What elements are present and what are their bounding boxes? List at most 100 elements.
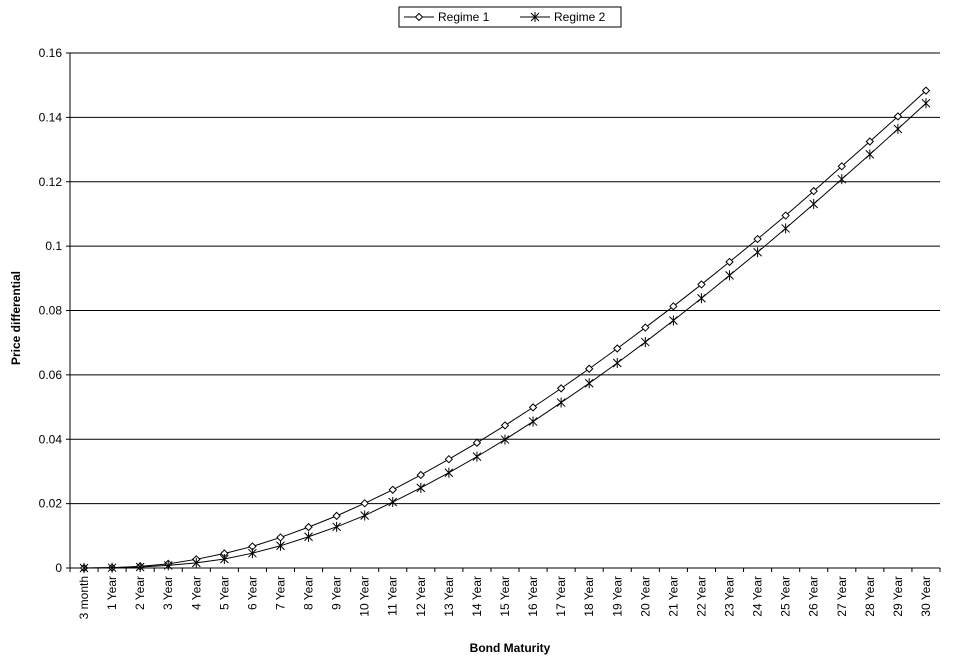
y-axis-title: Price differential: [9, 271, 23, 365]
x-tick-label: 11 Year: [386, 576, 400, 616]
y-tick-label: 0.04: [39, 432, 63, 446]
data-point-diamond: [809, 186, 818, 196]
data-point-asterisk: [865, 149, 875, 160]
data-point-asterisk: [220, 553, 229, 564]
x-tick-label: 16 Year: [526, 576, 540, 617]
x-axis-ticks: 3 month 1 Year 2 Year 3 Year 4 Year 5 Year 6 Y…: [69, 568, 941, 619]
y-tick-label: 0.14: [39, 110, 63, 124]
x-tick-label: 20 Year: [638, 576, 652, 617]
data-point-asterisk: [781, 223, 790, 234]
data-point-diamond: [613, 344, 622, 353]
x-tick-label: 26 Year: [807, 576, 821, 617]
y-tick-label: 0.06: [39, 368, 63, 382]
x-tick-label: 3 Year: [161, 576, 175, 610]
data-point-diamond: [444, 454, 454, 464]
data-point-asterisk: [163, 560, 173, 571]
data-point-asterisk: [304, 531, 313, 542]
data-point-asterisk: [837, 174, 847, 185]
x-tick-label: 8 Year: [302, 576, 316, 610]
data-point-diamond: [360, 499, 369, 508]
data-point-asterisk: [135, 562, 145, 573]
data-point-asterisk: [612, 357, 622, 368]
data-point-diamond: [697, 280, 706, 289]
x-tick-label: 29 Year: [891, 576, 905, 617]
x-tick-label: 4 Year: [189, 576, 203, 610]
data-point-diamond: [725, 257, 734, 267]
data-point-diamond: [472, 438, 482, 447]
legend: Regime 1 Regime 2: [398, 6, 622, 28]
data-point-asterisk: [388, 497, 398, 508]
data-point-asterisk: [107, 562, 117, 573]
data-point-diamond: [304, 522, 313, 532]
data-point-asterisk: [528, 416, 538, 427]
x-tick-label: 19 Year: [610, 576, 624, 617]
y-tick-label: 0.08: [39, 304, 63, 318]
data-point-asterisk: [332, 521, 341, 532]
series-group: [79, 86, 931, 573]
series-regime-2: [79, 98, 931, 573]
data-point-asterisk: [697, 293, 706, 304]
gridlines: [70, 52, 940, 569]
axes: [69, 53, 940, 569]
y-tick-label: 0.12: [39, 175, 63, 189]
x-tick-label: 13 Year: [442, 576, 456, 617]
data-point-diamond: [416, 470, 426, 480]
data-point-diamond: [865, 137, 875, 146]
x-tick-label: 3 month: [77, 576, 91, 619]
x-tick-label: 17 Year: [554, 576, 568, 617]
data-point-asterisk: [276, 540, 285, 551]
data-point-diamond: [781, 211, 790, 220]
x-tick-label: 9 Year: [330, 576, 344, 610]
x-tick-label: 22 Year: [694, 576, 708, 617]
y-tick-label: 0.02: [39, 497, 63, 511]
data-point-asterisk: [725, 270, 734, 281]
legend-marker-diamond-icon: [414, 12, 424, 22]
data-point-asterisk: [640, 337, 650, 348]
x-tick-label: 30 Year: [919, 576, 933, 617]
x-tick-label: 21 Year: [666, 576, 680, 617]
x-tick-label: 25 Year: [779, 576, 793, 617]
x-tick-label: 10 Year: [358, 576, 372, 617]
data-point-asterisk: [416, 482, 426, 493]
series-regime-1: [79, 86, 931, 573]
data-point-asterisk: [500, 434, 510, 445]
legend-label-regime-2: Regime 2: [554, 10, 606, 24]
data-point-asterisk: [809, 198, 819, 209]
data-point-asterisk: [79, 563, 89, 573]
data-point-diamond: [669, 302, 678, 311]
x-axis-title: Bond Maturity: [470, 641, 551, 655]
x-tick-label: 7 Year: [273, 576, 287, 610]
x-tick-label: 28 Year: [863, 576, 877, 617]
data-point-asterisk: [753, 247, 762, 258]
data-point-diamond: [641, 323, 650, 332]
legend-label-regime-1: Regime 1: [438, 10, 490, 24]
x-tick-label: 27 Year: [835, 576, 849, 617]
data-point-asterisk: [191, 557, 201, 568]
x-tick-label: 24 Year: [751, 576, 765, 617]
x-tick-label: 6 Year: [245, 576, 259, 610]
x-tick-label: 23 Year: [723, 576, 737, 617]
y-tick-label: 0.16: [39, 46, 63, 60]
data-point-asterisk: [248, 548, 257, 559]
x-tick-label: 1 Year: [105, 576, 119, 610]
series-line-regime-1: [84, 90, 927, 569]
x-tick-label: 18 Year: [582, 576, 596, 617]
data-point-asterisk: [893, 123, 903, 134]
x-tick-label: 14 Year: [470, 576, 484, 617]
data-point-asterisk: [472, 451, 482, 462]
data-point-diamond: [753, 234, 762, 244]
data-point-diamond: [500, 421, 510, 430]
data-point-diamond: [276, 533, 285, 542]
series-line-regime-2: [84, 102, 927, 569]
x-tick-label: 15 Year: [498, 576, 512, 617]
data-point-diamond: [388, 485, 397, 494]
data-point-diamond: [528, 403, 538, 412]
data-point-diamond: [893, 112, 903, 121]
y-tick-label: 0: [55, 561, 62, 575]
data-point-diamond: [837, 162, 846, 171]
y-tick-label: 0.1: [45, 239, 62, 253]
data-point-asterisk: [360, 510, 370, 521]
data-point-asterisk: [921, 98, 931, 109]
data-point-asterisk: [584, 378, 594, 389]
